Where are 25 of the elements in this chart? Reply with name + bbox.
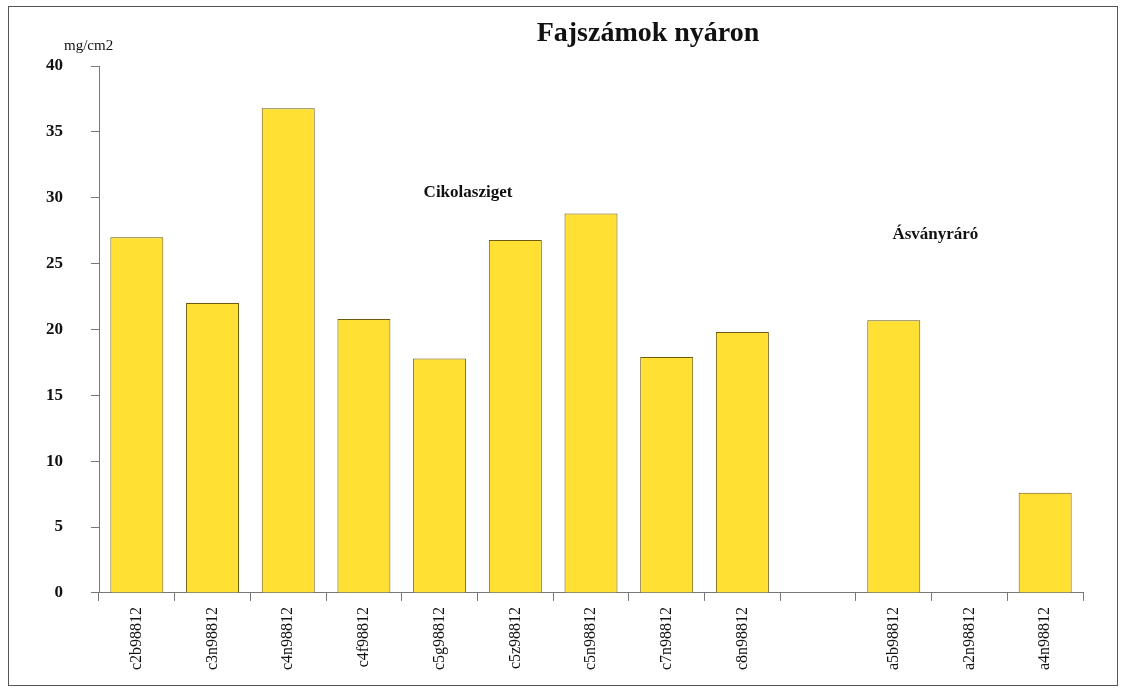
x-tick-label: c5n98812 [581, 606, 599, 671]
y-tick-label: 40 [46, 55, 63, 75]
x-tick-label: c8n98812 [732, 606, 750, 671]
x-tick-label: c4n98812 [278, 606, 296, 671]
x-tick-label: c3n98812 [202, 606, 220, 671]
y-tick-label: 10 [46, 450, 63, 470]
y-tick-label: 25 [46, 252, 63, 272]
x-tick-label: c4f98812 [354, 606, 372, 668]
x-tick-label: c2b98812 [127, 606, 145, 671]
x-tick-label: c5g98812 [429, 606, 448, 671]
annotation: Ásványráró [892, 224, 979, 243]
x-tick-label: c5z98812 [505, 606, 523, 670]
y-axis-title: mg/cm2 [64, 37, 114, 54]
y-tick-label: 15 [46, 384, 63, 404]
y-tick-label: 5 [54, 516, 63, 536]
y-tick-label: 30 [46, 187, 63, 207]
chart-title: Fajszámok nyáron [536, 16, 760, 48]
y-tick-label: 20 [46, 318, 63, 338]
x-tick-label: c7n98812 [656, 606, 674, 671]
y-tick-label: 0 [54, 582, 63, 602]
annotation: Cikolasziget [423, 181, 513, 201]
x-tick-label: a5b98812 [883, 606, 901, 671]
y-tick-label: 35 [46, 121, 63, 141]
x-tick-label: a2n98812 [959, 606, 977, 671]
x-tick-label: a4n98812 [1035, 606, 1053, 671]
